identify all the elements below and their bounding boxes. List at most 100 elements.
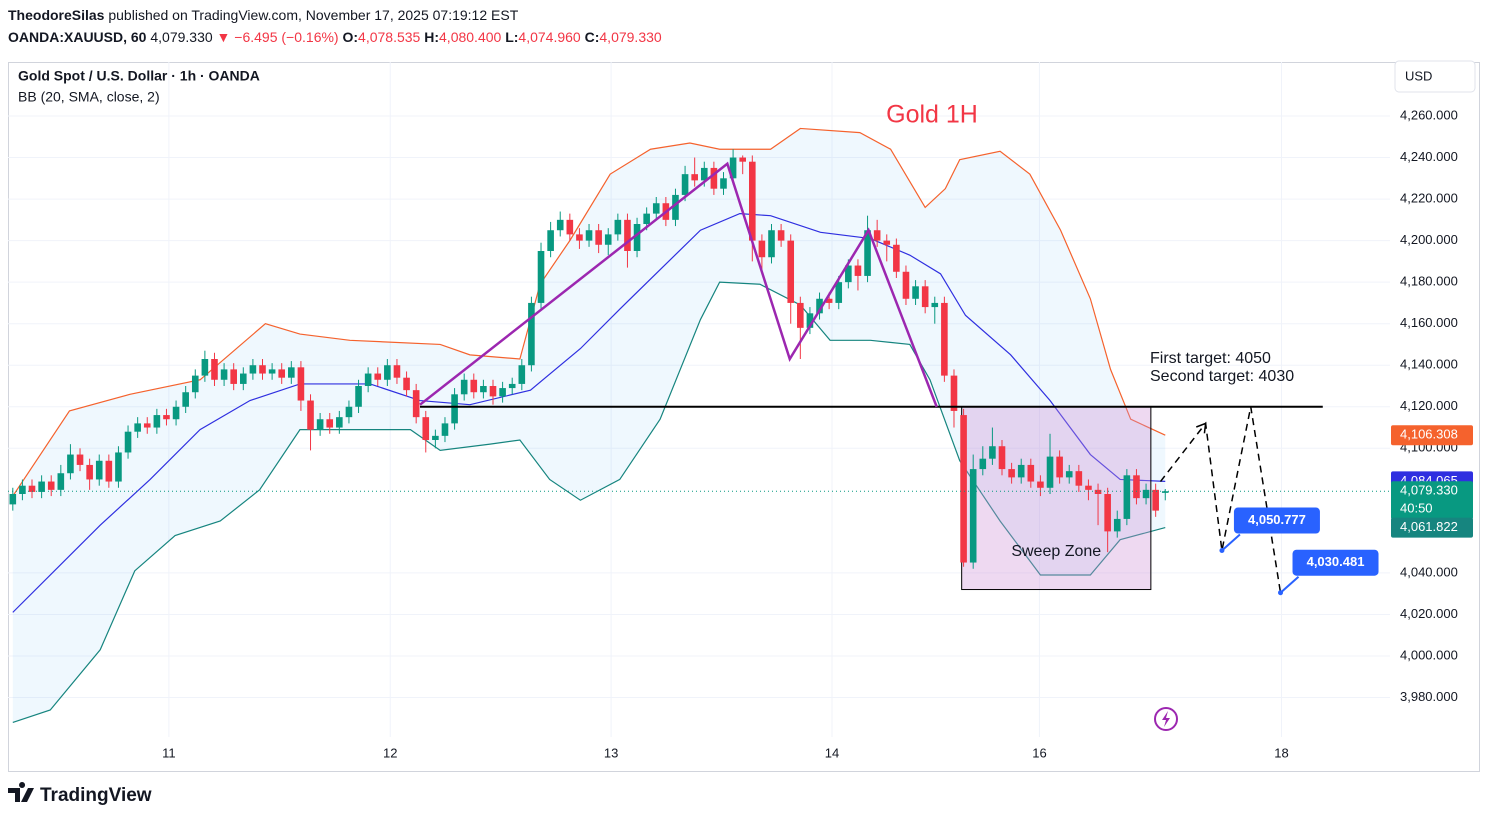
- currency[interactable]: USD: [1405, 68, 1432, 83]
- ohlc-value: 4,078.535: [358, 29, 420, 45]
- candle-body: [979, 458, 987, 470]
- y-tick-label: 4,160.000: [1400, 315, 1458, 330]
- candle-body: [528, 302, 535, 366]
- target-text: First target: 4050: [1150, 350, 1271, 367]
- candle-body: [172, 406, 180, 420]
- y-tick-label: 4,260.000: [1400, 107, 1458, 122]
- candle-body: [220, 369, 228, 380]
- brand-logo: [8, 782, 34, 802]
- candle-body: [864, 230, 871, 276]
- candle-body: [201, 359, 209, 376]
- candle-body: [345, 406, 353, 418]
- symbol-line: OANDA:XAUUSD, 60 4,079.330 ▼ −6.495 (−0.…: [8, 29, 662, 45]
- band-fill: [12, 128, 1166, 723]
- ohlc-key: H:: [424, 29, 439, 45]
- publish-line: TheodoreSilas published on TradingView.c…: [8, 7, 519, 23]
- y-tick-label: 4,220.000: [1400, 191, 1458, 206]
- ohlc-key: L:: [505, 29, 518, 45]
- candle-body: [691, 174, 698, 181]
- candle-body: [710, 167, 718, 189]
- candle-body: [143, 423, 151, 428]
- price-badge: [1391, 517, 1473, 538]
- candle-body: [1056, 456, 1063, 478]
- candle-body: [720, 178, 727, 189]
- candle-body: [19, 485, 26, 494]
- candle-body: [460, 379, 468, 395]
- y-tick-label: 4,020.000: [1400, 606, 1458, 621]
- alert-circle[interactable]: [1154, 707, 1178, 731]
- candle-body: [355, 386, 362, 407]
- chart-title: Gold 1H: [886, 101, 978, 129]
- candle-body: [451, 394, 458, 424]
- candle-body: [787, 240, 795, 303]
- candle-body: [950, 375, 958, 411]
- y-tick-label: 4,000.000: [1400, 647, 1458, 662]
- y-tick-label: 3,980.000: [1400, 689, 1458, 704]
- candle-body: [729, 157, 737, 179]
- candle-body: [758, 240, 766, 258]
- candle-body: [403, 377, 410, 391]
- candle-body: [374, 373, 382, 380]
- candle-body: [153, 415, 161, 428]
- candle-body: [115, 452, 122, 482]
- alert-bolt[interactable]: [1162, 711, 1170, 727]
- candle-body: [806, 313, 814, 328]
- band-line: [12, 213, 1166, 613]
- candle-body: [1152, 489, 1159, 511]
- currency-box[interactable]: [1394, 60, 1476, 93]
- candle-body: [556, 219, 564, 231]
- candle-body: [969, 469, 977, 563]
- candle-body: [336, 417, 343, 428]
- y-tick-label: 4,240.000: [1400, 149, 1458, 164]
- candle-body: [384, 365, 391, 380]
- candle-body: [441, 423, 449, 436]
- target-text: Second target: 4030: [1150, 368, 1294, 385]
- band-line: [12, 127, 1166, 497]
- candle-body: [749, 161, 756, 241]
- ohlc-value: 4,080.400: [439, 29, 501, 45]
- candle-body: [700, 167, 708, 181]
- candle-body: [1037, 481, 1044, 488]
- y-tick-label: 4,140.000: [1400, 357, 1458, 372]
- symbol: OANDA:XAUUSD, 60: [8, 29, 147, 45]
- candle-body: [105, 460, 113, 482]
- candle-body: [1133, 475, 1140, 499]
- candle-body: [316, 419, 324, 430]
- candle-body: [239, 373, 247, 384]
- candle-body: [307, 400, 314, 430]
- y-tick-label: 4,200.000: [1400, 232, 1458, 247]
- candle-body: [230, 369, 237, 384]
- candle-body: [432, 435, 439, 440]
- candle-body: [960, 415, 967, 563]
- candle-body: [508, 383, 516, 389]
- candle-body: [9, 494, 17, 505]
- candle-body: [768, 230, 775, 258]
- candle-body: [412, 390, 420, 418]
- y-tick-label: 4,180.000: [1400, 274, 1458, 289]
- ohlc-value: 4,074.960: [518, 29, 580, 45]
- candle-body: [326, 419, 334, 428]
- candle-body: [614, 219, 622, 235]
- change: ▼ −6.495 (−0.16%): [217, 29, 339, 45]
- candle-body: [163, 415, 170, 420]
- candle-body: [1104, 494, 1111, 532]
- price-bubble: [1233, 507, 1320, 534]
- candle-body: [893, 244, 900, 272]
- candle-body: [1008, 469, 1015, 478]
- candle-body: [38, 481, 45, 492]
- price-badge-label: 4,106.308: [1400, 427, 1458, 442]
- ohlc-key: C:: [585, 29, 600, 45]
- candle-body: [825, 298, 833, 303]
- candle-body: [777, 230, 785, 241]
- alert-icon[interactable]: [1154, 707, 1178, 731]
- candle-body: [912, 286, 919, 299]
- x-tick-label: 16: [1032, 745, 1046, 760]
- last-price: 4,079.330: [150, 29, 212, 45]
- publisher: TheodoreSilas: [8, 7, 105, 23]
- candle-body: [681, 174, 689, 195]
- price-badge: [1391, 481, 1473, 520]
- candle-body: [278, 369, 286, 378]
- band-line: [12, 281, 1166, 724]
- candle-body: [547, 230, 554, 251]
